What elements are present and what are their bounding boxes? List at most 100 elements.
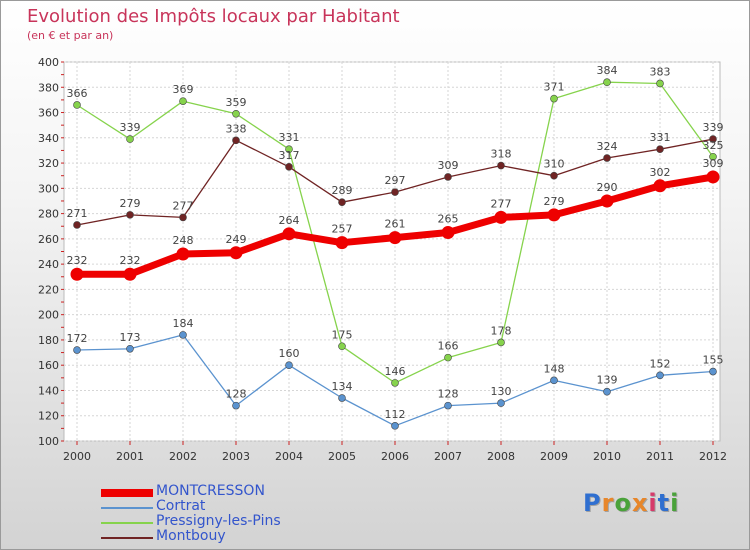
data-label: 339 xyxy=(703,121,724,134)
data-label: 184 xyxy=(173,317,194,330)
legend-label: Pressigny-les-Pins xyxy=(156,513,281,529)
data-label: 279 xyxy=(120,197,141,210)
legend-swatch xyxy=(101,489,153,497)
data-label: 277 xyxy=(491,197,512,210)
data-point xyxy=(494,210,508,224)
y-tick-label: 340 xyxy=(38,132,59,145)
plot-area xyxy=(63,61,721,442)
data-label: 178 xyxy=(491,324,512,337)
data-point xyxy=(444,173,452,181)
legend-label: Cortrat xyxy=(156,498,206,514)
legend-swatch xyxy=(101,507,153,509)
data-point xyxy=(179,213,187,222)
data-point xyxy=(70,267,84,281)
x-tick-label: 2009 xyxy=(540,450,568,463)
data-point xyxy=(232,109,240,118)
data-label: 152 xyxy=(650,357,671,370)
x-tick-label: 2005 xyxy=(328,450,356,463)
data-label: 128 xyxy=(438,388,459,401)
data-point xyxy=(497,399,505,407)
y-tick-label: 240 xyxy=(38,258,59,271)
data-point xyxy=(603,387,611,396)
y-tick-label: 400 xyxy=(38,56,59,69)
data-point xyxy=(656,371,664,380)
logo-letter: i xyxy=(670,489,680,517)
legend-swatch xyxy=(101,522,153,524)
data-point xyxy=(176,247,190,261)
data-point xyxy=(550,376,558,385)
chart-title: Evolution des Impôts locaux par Habitant xyxy=(27,6,400,27)
data-point xyxy=(600,194,614,208)
data-label: 279 xyxy=(544,195,565,208)
y-tick-label: 120 xyxy=(38,410,59,423)
y-tick-label: 220 xyxy=(38,283,59,296)
logo-letter: t xyxy=(657,489,671,517)
data-label: 289 xyxy=(332,184,353,197)
data-point xyxy=(73,101,81,109)
data-label: 173 xyxy=(120,331,141,344)
data-label: 309 xyxy=(438,159,459,172)
data-point xyxy=(232,401,240,410)
data-point xyxy=(282,227,296,241)
y-tick-label: 260 xyxy=(38,233,59,246)
data-label: 277 xyxy=(173,199,194,212)
data-label: 290 xyxy=(597,181,618,194)
data-point xyxy=(73,346,81,354)
data-point xyxy=(388,231,402,245)
data-label: 146 xyxy=(385,365,406,378)
data-point xyxy=(550,94,558,103)
data-point xyxy=(335,236,349,250)
x-tick-label: 2006 xyxy=(381,450,409,463)
data-label: 309 xyxy=(703,157,724,170)
data-point xyxy=(550,171,558,180)
data-label: 324 xyxy=(597,140,618,153)
logo-letter: i xyxy=(648,489,658,517)
data-point xyxy=(179,331,187,339)
y-tick-label: 180 xyxy=(38,334,59,347)
data-label: 310 xyxy=(544,158,565,171)
logo-letter: x xyxy=(631,489,649,517)
data-label: 318 xyxy=(491,148,512,161)
data-point xyxy=(391,422,399,430)
data-point xyxy=(338,198,346,207)
data-label: 232 xyxy=(67,254,88,267)
data-label: 371 xyxy=(544,81,565,94)
data-label: 271 xyxy=(67,207,88,220)
data-point xyxy=(391,379,399,387)
data-point xyxy=(126,135,134,143)
x-tick-label: 2001 xyxy=(116,450,144,463)
data-label: 325 xyxy=(703,139,724,152)
y-tick-label: 200 xyxy=(38,309,59,322)
x-tick-label: 2012 xyxy=(699,450,727,463)
chart-subtitle: (en € et par an) xyxy=(27,29,114,42)
proxiti-logo: Proxiti xyxy=(583,489,679,517)
y-tick-label: 320 xyxy=(38,157,59,170)
data-point xyxy=(73,221,81,229)
data-point xyxy=(179,97,187,105)
data-label: 155 xyxy=(703,354,724,367)
data-point xyxy=(709,135,717,143)
y-tick-label: 380 xyxy=(38,81,59,94)
data-label: 317 xyxy=(279,149,300,162)
data-label: 130 xyxy=(491,385,512,398)
y-tick-label: 160 xyxy=(38,359,59,372)
data-label: 134 xyxy=(332,380,353,393)
y-tick-label: 300 xyxy=(38,182,59,195)
data-label: 148 xyxy=(544,362,565,375)
data-label: 166 xyxy=(438,340,459,353)
data-label: 257 xyxy=(332,223,353,236)
x-tick-label: 2007 xyxy=(434,450,462,463)
data-label: 128 xyxy=(226,388,247,401)
logo-letter: P xyxy=(583,489,602,517)
data-point xyxy=(656,79,664,88)
data-label: 331 xyxy=(650,131,671,144)
data-label: 160 xyxy=(279,347,300,360)
logo-letter: o xyxy=(614,489,632,517)
y-tick-label: 100 xyxy=(38,435,59,448)
data-point xyxy=(338,342,346,351)
data-label: 139 xyxy=(597,374,618,387)
x-tick-label: 2002 xyxy=(169,450,197,463)
data-point xyxy=(285,145,293,153)
